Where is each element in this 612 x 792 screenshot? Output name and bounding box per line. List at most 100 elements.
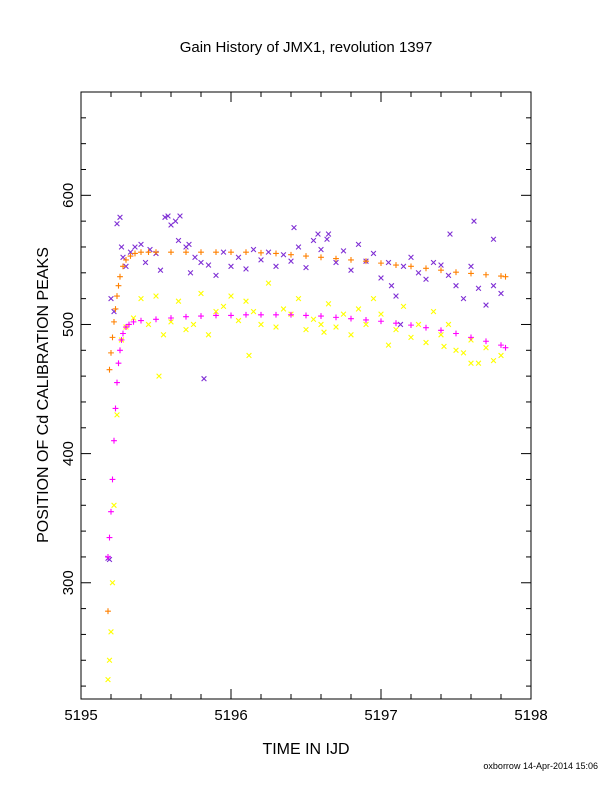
data-point xyxy=(475,360,482,367)
data-point xyxy=(112,306,119,312)
data-point xyxy=(303,326,309,333)
data-point xyxy=(198,249,204,256)
data-point xyxy=(235,254,242,261)
data-point xyxy=(430,259,437,266)
data-point xyxy=(498,352,504,359)
data-point xyxy=(205,332,212,338)
data-point xyxy=(447,231,453,237)
data-point xyxy=(393,326,399,333)
data-point xyxy=(106,657,113,664)
data-point xyxy=(228,249,234,256)
y-tick-label: 300 xyxy=(60,570,77,595)
data-point xyxy=(115,282,122,289)
data-point xyxy=(295,244,302,250)
data-point xyxy=(153,316,159,323)
data-point xyxy=(117,214,123,221)
data-point xyxy=(415,270,422,276)
data-point xyxy=(106,366,113,373)
data-point xyxy=(453,282,459,289)
x-tick-label: 5197 xyxy=(364,707,397,724)
data-point xyxy=(118,244,125,250)
data-point xyxy=(333,255,339,262)
data-point xyxy=(483,302,489,308)
data-point xyxy=(111,318,117,325)
data-point xyxy=(168,222,174,228)
data-point xyxy=(498,290,504,297)
data-point xyxy=(325,301,332,307)
data-point xyxy=(490,236,497,243)
data-point xyxy=(186,241,192,248)
data-point xyxy=(142,259,149,266)
data-point xyxy=(250,246,257,253)
data-point xyxy=(123,263,129,270)
data-point xyxy=(408,263,414,270)
data-point xyxy=(502,344,509,351)
data-point xyxy=(220,303,227,310)
y-axis-label: POSITION OF Cd CALIBRATION PEAKS xyxy=(35,247,52,543)
data-point xyxy=(172,218,179,224)
data-point xyxy=(348,267,354,274)
data-point xyxy=(243,266,249,272)
data-point xyxy=(205,262,212,268)
data-point xyxy=(318,321,324,328)
data-point xyxy=(310,237,317,244)
plot-frame xyxy=(80,91,532,700)
data-point xyxy=(385,259,392,266)
data-point xyxy=(228,263,234,270)
data-point xyxy=(288,258,294,264)
data-point xyxy=(445,321,452,328)
data-point xyxy=(408,334,414,341)
data-point xyxy=(423,276,429,283)
data-point xyxy=(168,249,174,256)
series-2 xyxy=(105,249,509,615)
data-point xyxy=(130,318,137,325)
data-point xyxy=(408,254,414,261)
data-point xyxy=(157,267,164,274)
data-point xyxy=(160,332,167,338)
data-point xyxy=(198,259,204,266)
axis-tick-labels: 5195 5196 5197 5198 300 400 500 600 xyxy=(60,183,548,724)
data-point xyxy=(388,282,395,289)
data-point xyxy=(108,629,114,635)
series-0 xyxy=(105,213,504,563)
data-point xyxy=(333,259,339,266)
data-point xyxy=(108,349,114,356)
footer-credit: oxborrow 14-Apr-2014 15:06 xyxy=(483,761,598,771)
data-point xyxy=(385,342,392,348)
data-point xyxy=(310,316,317,323)
data-point xyxy=(168,319,174,325)
data-point xyxy=(483,344,489,351)
data-point xyxy=(117,273,123,280)
data-point xyxy=(228,312,234,319)
data-point xyxy=(318,254,324,261)
data-point xyxy=(498,342,504,349)
data-point xyxy=(453,269,459,276)
data-point xyxy=(423,324,429,331)
data-point xyxy=(468,270,474,277)
data-point xyxy=(378,275,384,281)
data-point xyxy=(498,273,504,279)
data-point xyxy=(438,262,444,268)
y-tick-label: 600 xyxy=(60,183,77,208)
data-point xyxy=(460,295,467,302)
data-point xyxy=(106,534,113,541)
data-point xyxy=(153,293,159,299)
data-point xyxy=(445,272,452,279)
data-point xyxy=(438,267,444,274)
data-point xyxy=(483,338,489,345)
data-point xyxy=(363,258,369,265)
x-tick-label: 5196 xyxy=(214,707,247,724)
data-point xyxy=(318,246,324,253)
data-point xyxy=(441,343,447,350)
data-point xyxy=(303,253,309,259)
data-point xyxy=(273,263,279,270)
data-point xyxy=(453,330,459,337)
data-point xyxy=(415,321,422,328)
data-point xyxy=(145,249,152,256)
data-point xyxy=(138,317,144,324)
data-point xyxy=(325,231,332,237)
data-point xyxy=(490,282,497,289)
data-point xyxy=(192,254,198,261)
data-point xyxy=(348,256,354,263)
